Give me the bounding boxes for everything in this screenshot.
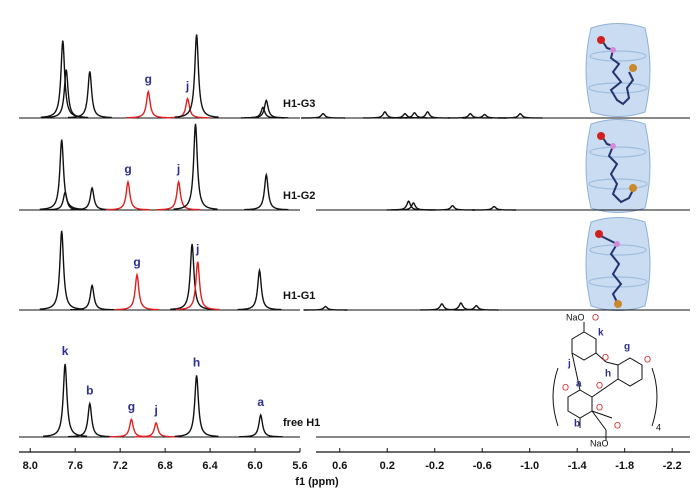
peak [448,112,493,119]
peak [109,417,154,438]
peak [39,139,84,210]
host-guest-cartoon [585,118,651,214]
series-label: H1-G1 [283,290,315,302]
peak [114,272,160,311]
peak [392,111,437,119]
peak [174,34,219,118]
peak [238,413,283,438]
x-tick-label: -1.0 [520,460,539,472]
peak-label: j [195,242,199,256]
x-tick-label: -1.8 [615,460,634,472]
peak-label: j [185,79,189,93]
peak [39,230,84,310]
x-tick-label: -2.2 [663,460,682,472]
peak [42,363,88,437]
peak [301,112,346,119]
peak [106,179,150,211]
x-tick-label: -1.4 [568,460,588,472]
peak-label: b [86,384,93,398]
peak [472,205,517,211]
x-tick-label: -0.6 [473,460,492,472]
peak [174,375,219,438]
peak-label: g [124,162,131,176]
structure-label: a [576,379,582,390]
peak-label: h [193,356,200,370]
peak-label: k [62,344,69,358]
peak [156,179,201,211]
host-guest-cartoon [585,216,651,312]
x-tick-label: 0.2 [380,460,395,472]
structure-label: O [596,402,603,412]
peak [240,106,285,119]
chemical-structure [552,322,658,440]
peak [170,243,215,310]
series-label: H1-G3 [283,98,315,110]
peak [67,71,112,119]
peak-label: g [133,255,140,269]
peak [430,204,475,211]
structure-label: NaO [566,312,585,322]
structure-label: O [592,312,599,322]
peak-label: j [176,162,180,176]
x-tick-label: 6.8 [157,460,172,472]
x-tick-label: 6.0 [247,460,262,472]
x-tick-label: 8.0 [23,460,38,472]
peak [69,283,115,311]
structure-label: j [567,359,571,370]
x-tick-label: 5.6 [292,460,307,472]
x-tick-label: 7.6 [68,460,83,472]
peak [303,305,348,311]
peak [165,97,210,119]
structure-label: O [602,352,609,362]
structure-label: g [624,342,630,353]
peak [44,69,89,119]
peak [237,267,282,311]
peak [419,302,464,311]
peak [173,123,218,210]
peak [175,261,220,311]
structure-label: O [614,420,621,430]
host-guest-cartoon [585,22,651,118]
peak [438,302,483,311]
x-tick-label: 0.6 [332,460,347,472]
peak [405,110,450,119]
structure-label: O [644,354,651,364]
peak [134,421,179,438]
x-tick-label: 6.4 [202,460,218,472]
peak-label: j [153,403,157,417]
structure-label: 4 [656,422,661,432]
peak [67,401,112,438]
peak-label: g [128,400,135,414]
peak-label: a [257,395,264,409]
series-label: H1-G2 [283,190,315,202]
structure-label: k [598,328,604,339]
structure-label: O [596,380,603,390]
peak [454,304,499,311]
x-tick-label: -0.2 [425,460,444,472]
peak [70,186,115,211]
peak [391,202,436,211]
structure-label: O [562,382,569,392]
x-axis-label: f1 (ppm) [295,476,339,488]
structure-label: NaO [590,438,609,448]
structure-label: b [574,419,580,430]
peak [244,172,289,211]
series-label: free H1 [283,417,320,429]
peak [126,89,171,119]
structure-label: h [605,369,611,380]
peak-label: g [145,72,152,86]
x-tick-label: 7.2 [113,460,128,472]
peak [498,112,543,119]
